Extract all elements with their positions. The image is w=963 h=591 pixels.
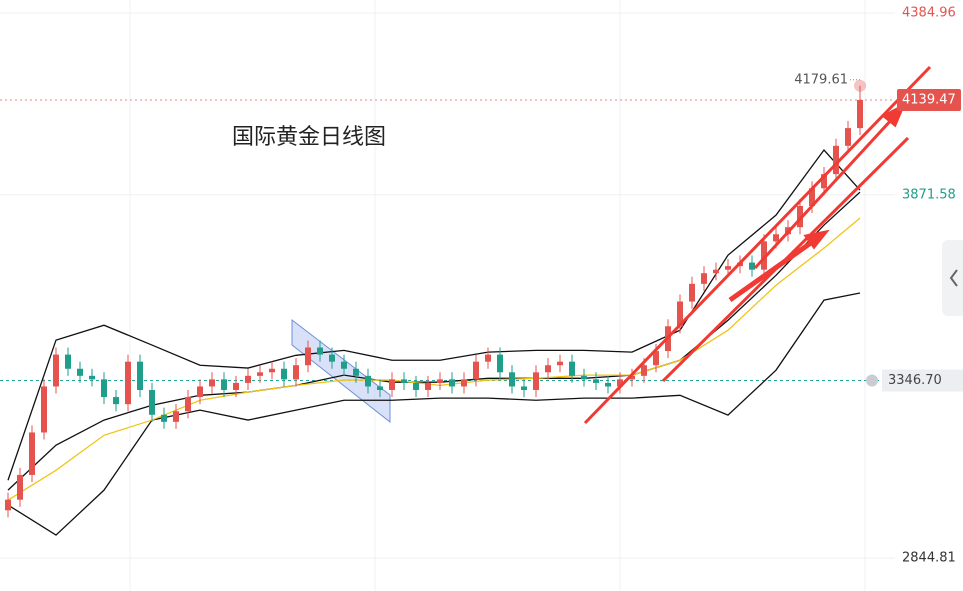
candle-body	[761, 241, 767, 270]
last-price-label: 4139.47	[902, 92, 956, 107]
candle-body	[365, 375, 371, 387]
candle-body	[137, 361, 143, 390]
candle-body	[209, 379, 215, 387]
price-axis: 4384.96 3871.58 2844.81 3346.70 4139.47 4179.…	[794, 6, 963, 566]
candle-body	[581, 375, 587, 380]
candle-body	[701, 273, 707, 284]
candle-body	[857, 99, 863, 129]
candle-body	[389, 379, 395, 390]
price-line-label: 3346.70	[888, 373, 942, 388]
candle-body	[305, 347, 311, 366]
candle-body	[521, 386, 527, 390]
indicator-line	[7, 149, 861, 481]
candle-body	[473, 361, 479, 380]
vertical-grid	[129, 0, 866, 591]
candle-body	[413, 382, 419, 390]
candle-body	[101, 379, 107, 398]
candle-body	[329, 354, 335, 362]
candle-body	[17, 474, 23, 500]
grid	[0, 12, 895, 559]
last-price-box	[897, 88, 961, 111]
candle-body	[509, 372, 515, 387]
candle-body	[65, 354, 71, 369]
candle-body	[677, 301, 683, 327]
arrow-shaft	[753, 116, 895, 270]
candle-body	[449, 379, 455, 387]
candle-body	[845, 128, 851, 146]
candle-body	[233, 382, 239, 390]
chart-title: 国际黄金日线图	[232, 125, 386, 150]
candle-body	[257, 372, 263, 376]
candle-body	[341, 361, 347, 369]
candle-body	[617, 379, 623, 387]
candle-body	[797, 205, 803, 228]
candle-body	[533, 372, 539, 390]
candle-body	[593, 379, 599, 383]
candle-body	[281, 368, 287, 380]
candle-body	[317, 347, 323, 355]
candle-body	[749, 262, 755, 270]
candles	[5, 85, 863, 518]
candle-body	[125, 361, 131, 405]
candle-body	[185, 397, 191, 412]
candle-body	[461, 379, 467, 387]
candle-body	[821, 174, 827, 189]
candle-body	[425, 382, 431, 390]
candle-body	[269, 368, 275, 373]
candle-body	[377, 386, 383, 390]
candle-body	[629, 375, 635, 380]
candle-body	[89, 375, 95, 380]
high-label: 4179.61	[794, 72, 848, 87]
candle-body	[773, 234, 779, 242]
collapse-icon	[949, 269, 958, 287]
candle-body	[545, 365, 551, 373]
candle-body	[353, 368, 359, 376]
candle-body	[605, 382, 611, 387]
candle-body	[641, 365, 647, 376]
candle-body	[77, 368, 83, 376]
candle-body	[161, 414, 167, 422]
arrow-shaft	[728, 237, 817, 303]
arrow-head	[803, 229, 830, 250]
y-tick-label: 4384.96	[902, 6, 956, 21]
candle-body	[29, 432, 35, 475]
candle-body	[809, 188, 815, 206]
candle-body	[221, 379, 227, 390]
candle-body	[725, 266, 731, 270]
candle-body	[833, 145, 839, 175]
y-tick-label: 2844.81	[902, 551, 956, 566]
candle-body	[653, 351, 659, 366]
candle-body	[293, 365, 299, 380]
candle-body	[485, 354, 491, 362]
candle-body	[197, 386, 203, 398]
candle-body	[401, 379, 407, 383]
price-line-box	[882, 369, 963, 392]
trend-annotations	[583, 65, 932, 425]
candle-body	[713, 269, 719, 274]
candle-body	[53, 354, 59, 387]
candle-body	[173, 411, 179, 422]
candle-body	[689, 283, 695, 302]
candle-body	[41, 386, 47, 433]
side-tab[interactable]	[942, 240, 963, 316]
candle-body	[557, 361, 563, 366]
bell-icon	[866, 374, 878, 387]
y-tick-label: 3871.58	[902, 187, 956, 202]
trend-line	[583, 65, 932, 425]
candle-body	[569, 361, 575, 376]
last-price-glow	[854, 79, 866, 92]
candle-body	[5, 499, 11, 511]
candle-body	[437, 379, 443, 383]
candle-body	[149, 389, 155, 415]
candle-body	[497, 354, 503, 373]
candle-body	[245, 375, 251, 383]
candle-body	[113, 397, 119, 405]
collapse-tab[interactable]	[942, 240, 963, 316]
